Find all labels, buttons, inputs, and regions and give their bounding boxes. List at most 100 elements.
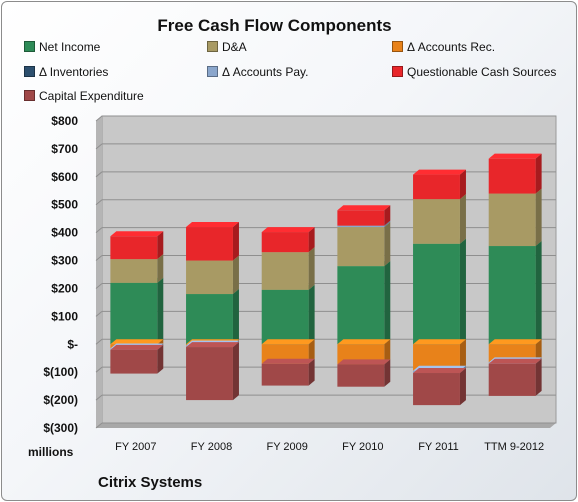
bar-capital-expenditure-5-top <box>488 358 542 364</box>
bar-questionable-cash-sources-2-side <box>308 227 315 253</box>
gridline-diagonal <box>95 171 103 178</box>
bar-capital-expenditure-1-top <box>186 342 239 348</box>
bar-capital-expenditure-1 <box>186 347 233 401</box>
bar-net-income-2-side <box>308 284 315 345</box>
legend-label-inventories: Δ Inventories <box>39 65 109 79</box>
bar-accounts-rec-4-top <box>413 339 466 345</box>
bar-capital-expenditure-5-side <box>535 358 542 396</box>
bar-questionable-cash-sources-0-side <box>157 231 164 260</box>
gridline-diagonal <box>95 422 103 429</box>
company-label: Citrix Systems <box>98 474 203 491</box>
y-tick-label: $200 <box>51 281 78 295</box>
bar-net-income-5 <box>488 246 536 345</box>
bar-questionable-cash-sources-2-top <box>261 227 315 233</box>
legend-swatch-net-income <box>24 41 35 52</box>
chart-title: Free Cash Flow Components <box>157 16 392 35</box>
x-tick-label: FY 2011 <box>418 441 459 453</box>
bar-d-a-4-side <box>459 194 466 244</box>
bar-d-a-2 <box>261 252 309 290</box>
bar-questionable-cash-sources-1-side <box>232 222 239 261</box>
bar-d-a-0-side <box>157 254 164 283</box>
bar-d-a-2-side <box>308 247 315 290</box>
y-tick-label: $700 <box>51 142 78 156</box>
bar-accounts-rec-3-top <box>337 339 391 345</box>
legend-swatch-capital-expenditure <box>24 90 35 101</box>
bar-questionable-cash-sources-4-side <box>459 169 466 200</box>
gridline-diagonal <box>95 310 103 317</box>
gridline-diagonal <box>95 143 103 150</box>
units-label: millions <box>28 445 74 459</box>
bar-questionable-cash-sources-5-top <box>488 153 542 159</box>
bar-capital-expenditure-4 <box>413 373 460 406</box>
legend-swatch-questionable-cash <box>392 66 403 77</box>
legend-swatch-accounts-rec <box>392 41 403 52</box>
y-tick-label: $300 <box>51 254 78 268</box>
bar-accounts-pay-3-side <box>384 220 391 228</box>
bar-d-a-4 <box>413 199 460 244</box>
bar-capital-expenditure-0-top <box>110 344 164 350</box>
bar-questionable-cash-sources-1 <box>186 227 233 261</box>
bar-capital-expenditure-4-side <box>459 368 466 406</box>
bar-d-a-1 <box>186 260 233 295</box>
legend-swatch-inventories <box>24 66 35 77</box>
y-tick-label: $(300) <box>43 421 78 435</box>
bar-questionable-cash-sources-5 <box>488 158 536 194</box>
bar-accounts-rec-3-side <box>384 339 391 365</box>
bar-capital-expenditure-1-side <box>232 342 239 401</box>
bar-questionable-cash-sources-3-side <box>384 205 391 226</box>
bar-capital-expenditure-3-side <box>384 359 391 387</box>
bar-questionable-cash-sources-5-side <box>535 153 542 194</box>
bar-accounts-rec-3 <box>337 344 385 365</box>
bar-d-a-3-side <box>384 222 391 267</box>
legend-da: D&A <box>207 40 247 54</box>
x-tick-label: FY 2010 <box>342 441 383 453</box>
legend-label-capital-expenditure: Capital Expenditure <box>39 89 144 103</box>
bar-accounts-pay-3 <box>337 225 385 228</box>
y-tick-label: $400 <box>51 226 78 240</box>
legend-net-income: Net Income <box>24 40 100 54</box>
legend-swatch-da <box>207 41 218 52</box>
y-tick-label: $- <box>67 337 78 351</box>
bar-capital-expenditure-0 <box>110 349 158 374</box>
gridline-diagonal <box>95 366 103 373</box>
bar-questionable-cash-sources-4-top <box>413 169 466 175</box>
bar-net-income-3-side <box>384 261 391 345</box>
bar-net-income-3 <box>337 266 385 345</box>
bar-capital-expenditure-2 <box>261 363 309 386</box>
legend-label-accounts-pay: Δ Accounts Pay. <box>222 65 309 79</box>
bar-net-income-0-side <box>157 277 164 345</box>
bar-d-a-5-side <box>535 188 542 247</box>
bar-questionable-cash-sources-0 <box>110 236 158 260</box>
gridline-diagonal <box>95 394 103 401</box>
bar-net-income-4-side <box>459 238 466 345</box>
bar-capital-expenditure-4-top <box>413 368 466 374</box>
bar-questionable-cash-sources-2 <box>261 232 309 253</box>
gridline-diagonal <box>95 199 103 206</box>
bar-questionable-cash-sources-3 <box>337 210 385 226</box>
legend-label-accounts-rec: Δ Accounts Rec. <box>407 40 496 54</box>
bar-accounts-rec-4-side <box>459 339 466 371</box>
bar-net-income-1-side <box>232 289 239 345</box>
bar-accounts-rec-2-side <box>308 339 315 364</box>
bar-d-a-1-side <box>232 255 239 295</box>
bar-accounts-rec-2-top <box>261 339 315 345</box>
x-tick-label: FY 2007 <box>115 441 156 453</box>
bar-capital-expenditure-5 <box>488 363 536 396</box>
gridline-diagonal <box>95 227 103 234</box>
bar-accounts-rec-5-side <box>535 339 542 363</box>
gridline-diagonal <box>95 115 103 122</box>
y-tick-label: $(100) <box>43 365 78 379</box>
bar-capital-expenditure-2-top <box>261 358 315 364</box>
legend-label-da: D&A <box>222 40 247 54</box>
legend-label-net-income: Net Income <box>39 40 101 54</box>
y-tick-label: $(200) <box>43 393 78 407</box>
legend-accounts-rec: Δ Accounts Rec. <box>392 40 495 54</box>
plot-floor <box>96 423 556 428</box>
bar-net-income-0 <box>110 282 158 345</box>
bar-capital-expenditure-2-side <box>308 358 315 386</box>
legend-questionable-cash: Questionable Cash Sources <box>392 65 556 79</box>
x-tick-label: FY 2008 <box>191 441 232 453</box>
bar-accounts-rec-0-top <box>110 339 164 345</box>
bar-net-income-4 <box>413 243 460 345</box>
